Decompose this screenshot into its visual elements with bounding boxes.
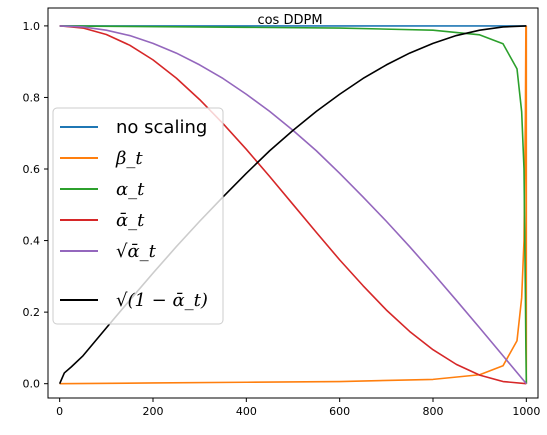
legend-label-2: α_t — [116, 179, 145, 200]
legend-frame — [52, 107, 224, 325]
legend-label-1: β_t — [115, 148, 143, 169]
legend-label-0: no scaling — [116, 117, 207, 138]
y-tick-label: 0.8 — [23, 91, 41, 104]
series-layer — [58, 25, 528, 385]
x-tick-label: 800 — [423, 405, 444, 418]
legend-label-3: ᾱ_t — [116, 210, 145, 231]
y-tick-label: 1.0 — [23, 20, 41, 33]
legend: no scaling β_t α_t ᾱ_t √ᾱ_t √(1 − ᾱ_t) — [52, 107, 224, 325]
series-line-5 — [58, 25, 527, 385]
x-axis: 0 200 400 600 800 1000 — [56, 398, 540, 418]
y-tick-label: 0.0 — [23, 378, 41, 391]
series-line-2 — [59, 25, 528, 384]
y-tick-label: 0.4 — [23, 235, 41, 248]
x-tick-label: 200 — [143, 405, 164, 418]
y-tick-label: 0.6 — [23, 163, 41, 176]
series-line-3 — [59, 25, 527, 385]
x-tick-label: 1000 — [512, 405, 540, 418]
plot-frame — [47, 7, 539, 399]
y-axis: 0.0 0.2 0.4 0.6 0.8 1.0 — [23, 20, 48, 391]
x-tick-label: 400 — [236, 405, 257, 418]
x-tick-label: 600 — [329, 405, 350, 418]
series-line-1 — [59, 25, 528, 385]
legend-label-5: √(1 − ᾱ_t) — [116, 290, 208, 311]
y-tick-label: 0.2 — [23, 306, 41, 319]
x-tick-label: 0 — [56, 405, 63, 418]
chart-title: cos DDPM — [257, 13, 322, 28]
legend-label-4: √ᾱ_t — [116, 241, 157, 262]
